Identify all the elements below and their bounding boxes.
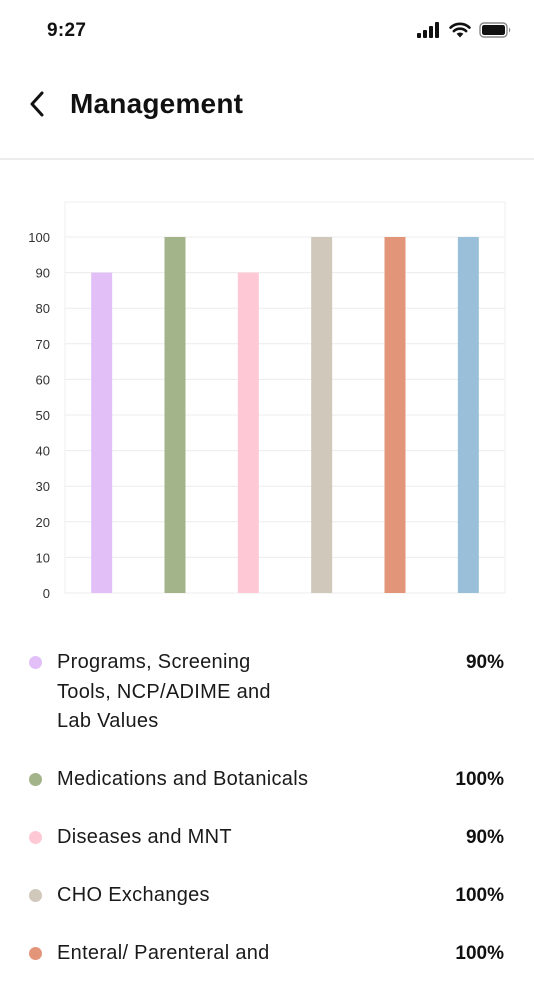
legend-dot: [29, 656, 42, 669]
battery-icon: [479, 22, 512, 43]
y-tick-label: 60: [36, 372, 50, 387]
y-tick-label: 30: [36, 479, 50, 494]
legend-label: CHO Exchanges: [57, 884, 210, 906]
status-time: 9:27: [47, 20, 87, 41]
y-tick-label: 20: [36, 515, 50, 530]
y-tick-label: 100: [28, 230, 50, 245]
legend-item: CHO Exchanges 100%: [0, 879, 534, 937]
chart-legend: Programs, Screening Tools, NCP/ADIME and…: [0, 646, 534, 995]
bar-chart: 0 10 20 30 40 50 60 70 80 90 100: [0, 190, 534, 610]
chevron-left-icon: [29, 91, 45, 122]
bar: [311, 237, 333, 593]
legend-label: Diseases and MNT: [57, 826, 232, 848]
legend-value: 90%: [465, 652, 504, 673]
wifi-icon: [449, 22, 471, 43]
legend-value: 90%: [465, 827, 504, 848]
chart-svg: 0 10 20 30 40 50 60 70 80 90 100: [28, 201, 506, 601]
bar: [457, 237, 479, 593]
legend-dot: [29, 947, 42, 960]
legend-dot: [29, 889, 42, 902]
legend-item: Diseases and MNT 90%: [0, 821, 534, 879]
bar: [384, 237, 406, 593]
legend-dot: [29, 773, 42, 786]
legend-item: Medications and Botanicals 100%: [0, 763, 534, 821]
page-title: Management: [70, 88, 244, 119]
legend-item: Programs, Screening Tools, NCP/ADIME and…: [0, 646, 534, 763]
y-tick-label: 40: [36, 444, 50, 459]
status-bar: 9:27: [0, 0, 534, 64]
bar: [91, 272, 113, 593]
legend-value: 100%: [455, 943, 504, 964]
y-tick-label: 50: [36, 408, 50, 423]
legend-value: 100%: [455, 885, 504, 906]
y-tick-label: 90: [36, 266, 50, 281]
bar: [164, 237, 186, 593]
legend-label: Medications and Botanicals: [57, 768, 309, 790]
cellular-signal-icon: [417, 22, 441, 43]
plot-frame: [64, 201, 506, 594]
y-tick-label: 80: [36, 301, 50, 316]
legend-label: Programs, Screening Tools, NCP/ADIME and…: [57, 651, 271, 732]
status-icons: [417, 22, 512, 43]
nav-bar: Management: [0, 64, 534, 160]
legend-label: Enteral/ Parenteral and: [57, 942, 270, 964]
legend-value: 100%: [455, 769, 504, 790]
y-tick-label: 10: [36, 550, 50, 565]
back-button[interactable]: [20, 86, 54, 126]
legend-dot: [29, 831, 42, 844]
y-tick-label: 70: [36, 337, 50, 352]
y-tick-label: 0: [43, 586, 50, 601]
bar: [237, 272, 259, 593]
legend-item: Enteral/ Parenteral and 100%: [0, 937, 534, 995]
